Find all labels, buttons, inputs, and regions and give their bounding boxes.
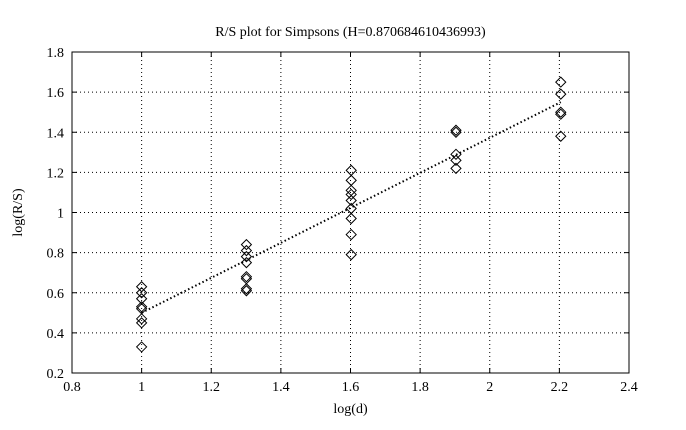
y-ticks: 0.2 0.4 0.6 0.8 1 1.2 1.4 1.6 1.8	[47, 46, 629, 382]
x-tick-label: 1.2	[203, 380, 221, 395]
data-point-diamond	[240, 256, 253, 269]
data-point-diamond	[345, 248, 357, 261]
data-point-diamond	[240, 238, 253, 251]
data-point-diamond	[345, 202, 357, 215]
y-tick-label: 0.6	[47, 287, 65, 302]
data-point-diamond	[345, 164, 357, 177]
x-tick-label: 1.4	[272, 380, 290, 395]
y-tick-label: 1	[57, 207, 64, 222]
data-point-diamond	[135, 301, 148, 313]
y-tick-label: 0.2	[47, 367, 65, 382]
x-tick-label: 2	[486, 380, 493, 395]
data-point-diamond	[345, 194, 357, 207]
data-point-diamond	[135, 341, 148, 353]
data-point-diamond	[240, 244, 253, 257]
data-point-diamond	[555, 88, 567, 100]
y-tick-label: 1.8	[47, 46, 65, 61]
data-point-diamond	[240, 270, 253, 283]
data-point-diamond	[240, 272, 253, 285]
data-point-diamond	[135, 287, 148, 299]
x-tick-label: 2.2	[551, 380, 569, 395]
y-axis-label: log(R/S)	[11, 188, 26, 237]
x-tick-label: 1.8	[411, 380, 429, 395]
data-point-diamond	[345, 174, 357, 187]
data-points	[135, 76, 567, 353]
x-tick-label: 1.6	[342, 380, 360, 395]
x-tick-label: 0.8	[63, 380, 81, 395]
x-ticks: 0.8 1 1.2 1.4 1.6 1.8 2 2.2 2.4	[63, 52, 638, 395]
data-point-diamond	[345, 184, 357, 197]
data-point-diamond	[135, 303, 148, 315]
y-tick-label: 1.2	[47, 166, 65, 181]
data-point-diamond	[135, 281, 148, 293]
y-tick-label: 1.4	[47, 126, 65, 141]
data-point-diamond	[450, 162, 462, 175]
data-point-diamond	[240, 250, 253, 263]
y-tick-label: 0.4	[47, 327, 65, 342]
data-point-diamond	[450, 124, 462, 136]
data-point-diamond	[450, 148, 462, 161]
data-point-diamond	[345, 228, 357, 241]
data-point-diamond	[555, 130, 567, 142]
data-point-diamond	[345, 212, 357, 225]
data-point-diamond	[240, 283, 253, 295]
data-point-diamond	[555, 108, 567, 120]
x-tick-label: 2.4	[620, 380, 638, 395]
data-point-diamond	[135, 293, 148, 305]
data-point-diamond	[555, 76, 567, 88]
data-point-diamond	[450, 154, 462, 167]
chart-title: R/S plot for Simpsons (H=0.8706846104369…	[215, 25, 486, 40]
x-tick-label: 1	[138, 380, 145, 395]
data-point-diamond	[450, 126, 462, 138]
y-tick-label: 0.8	[47, 247, 65, 262]
x-axis-label: log(d)	[333, 402, 368, 417]
data-point-diamond	[240, 285, 253, 297]
data-point-diamond	[135, 313, 148, 325]
y-tick-label: 1.6	[47, 86, 65, 101]
data-point-diamond	[555, 106, 567, 118]
